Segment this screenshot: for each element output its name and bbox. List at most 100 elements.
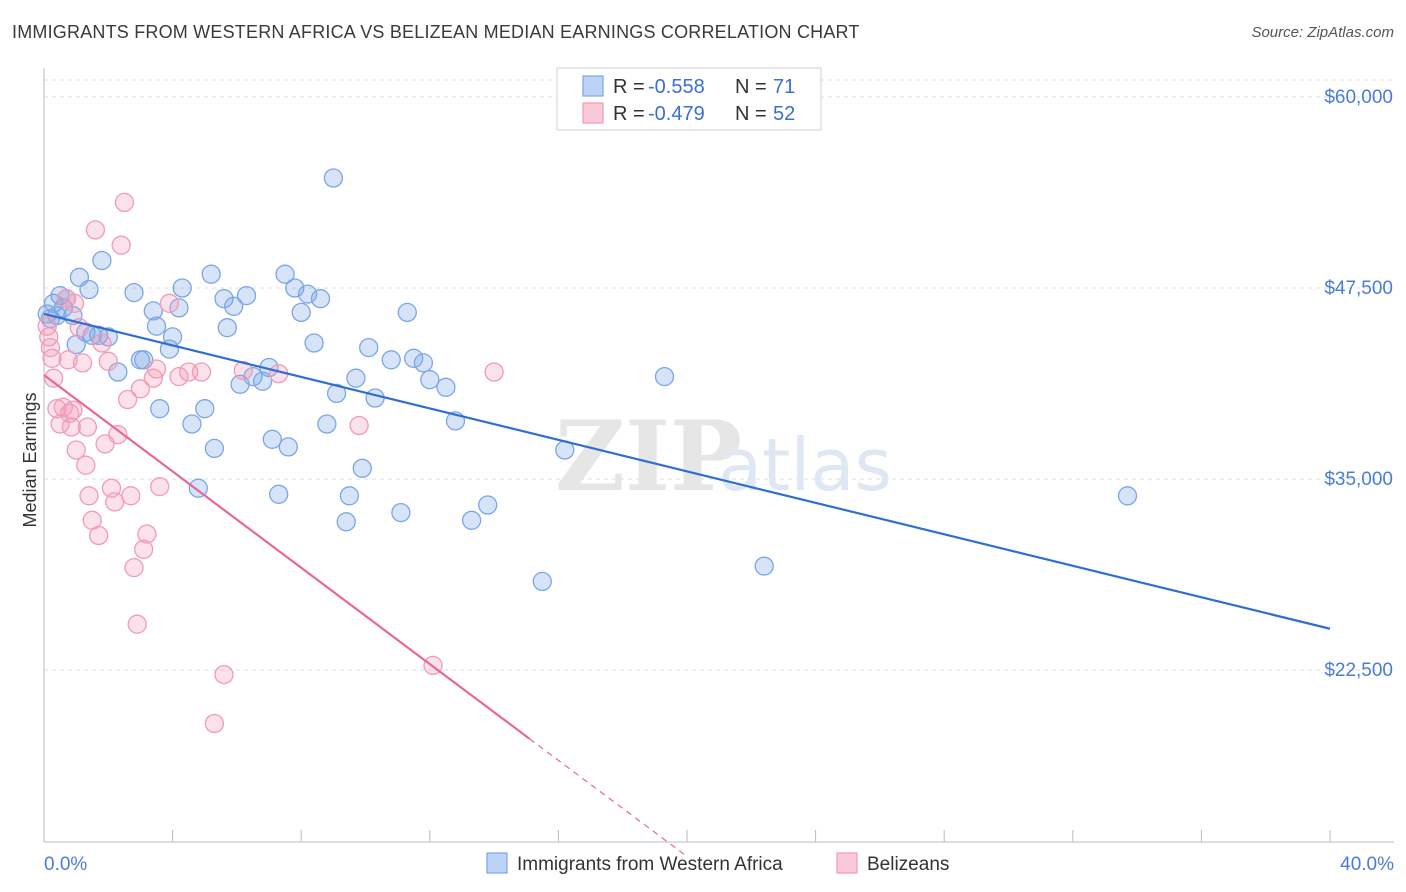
- trend-line-western-africa: [43, 312, 1331, 630]
- point-belizean-39: [146, 359, 167, 379]
- point-western-africa-68: [532, 571, 552, 592]
- point-belizean-16: [72, 353, 93, 373]
- point-western-africa-42: [275, 264, 295, 284]
- point-western-africa-40: [262, 429, 282, 449]
- point-western-africa-71: [754, 556, 774, 576]
- point-western-africa-50: [323, 168, 344, 188]
- point-belizean-45: [204, 713, 225, 734]
- point-western-africa-63: [420, 370, 440, 390]
- legend-swatch-western-africa: [582, 75, 604, 97]
- y-tick-label-2: $47,500: [1324, 278, 1393, 299]
- bottom-legend-label-western-africa: Immigrants from Western Africa: [517, 854, 783, 875]
- point-belizean-25: [98, 351, 118, 371]
- point-belizean-40: [150, 476, 170, 497]
- y-tick-label-1: $35,000: [1324, 469, 1393, 490]
- bottom-legend-label-belizeans: Belizeans: [867, 854, 949, 875]
- legend-n-label-0: N =: [735, 76, 767, 98]
- point-western-africa-45: [291, 302, 311, 323]
- watermark-zip: ZIP: [555, 400, 742, 513]
- point-belizean-44: [191, 362, 212, 382]
- legend-top: R = -0.558 N = 71 R = -0.479 N = 52: [556, 67, 822, 131]
- series-western-africa-points: [37, 168, 1138, 592]
- point-western-africa-37: [243, 366, 263, 387]
- point-belizean-36: [134, 539, 154, 559]
- point-western-africa-62: [413, 353, 434, 373]
- legend-swatch-belizeans: [582, 102, 604, 124]
- point-belizean-13: [64, 293, 85, 313]
- point-belizean-3: [42, 348, 62, 368]
- point-western-africa-66: [461, 510, 482, 530]
- point-western-africa-26: [172, 278, 192, 298]
- x-ticks: [43, 830, 1331, 842]
- point-western-africa-58: [381, 350, 401, 370]
- legend-r-value-1: -0.479: [648, 103, 705, 125]
- y-axis-title: Median Earnings: [20, 392, 40, 527]
- point-western-africa-22: [150, 399, 170, 419]
- y-tick-label-3: $60,000: [1324, 87, 1393, 108]
- point-western-africa-29: [195, 399, 215, 419]
- point-western-africa-31: [204, 438, 225, 459]
- bottom-legend-swatch-western-africa: [486, 852, 508, 874]
- point-western-africa-25: [169, 298, 189, 318]
- point-western-africa-33: [217, 318, 237, 338]
- series-belizeans-points: [37, 192, 504, 734]
- x-tick-label-max: 40.0%: [1340, 854, 1394, 875]
- point-belizean-42: [169, 366, 189, 387]
- legend-bottom: Immigrants from Western Africa Belizeans: [486, 852, 949, 875]
- point-belizean-22: [89, 525, 109, 546]
- bottom-legend-swatch-belizeans: [836, 852, 858, 874]
- point-western-africa-30: [201, 264, 221, 284]
- watermark-atlas: atlas: [718, 423, 892, 507]
- point-western-africa-47: [304, 333, 324, 353]
- point-western-africa-57: [365, 388, 385, 408]
- point-belizean-19: [79, 486, 99, 506]
- point-western-africa-59: [391, 502, 411, 523]
- point-belizean-18: [77, 417, 98, 437]
- point-western-africa-53: [339, 486, 360, 506]
- point-belizean-32: [121, 486, 141, 506]
- point-belizean-11: [61, 417, 81, 437]
- trend-lines: [43, 312, 1331, 857]
- x-tick-label-min: 0.0%: [44, 854, 87, 875]
- point-western-africa-20: [143, 301, 163, 321]
- point-belizean-5: [47, 399, 67, 419]
- point-western-africa-67: [478, 495, 498, 515]
- point-western-africa-17: [124, 282, 144, 303]
- point-western-africa-34: [224, 296, 244, 316]
- point-western-africa-43: [278, 437, 298, 457]
- point-belizean-31: [117, 389, 138, 410]
- point-belizean-12: [63, 400, 83, 420]
- legend-n-value-1: 52: [773, 103, 795, 125]
- point-western-africa-72: [1117, 486, 1138, 506]
- point-western-africa-27: [182, 414, 202, 434]
- point-belizean-23: [92, 333, 112, 353]
- point-western-africa-36: [236, 285, 257, 306]
- point-belizean-28: [108, 425, 128, 445]
- point-belizean-47: [233, 360, 253, 381]
- y-tick-label-0: $22,500: [1324, 660, 1393, 681]
- legend-r-label-0: R =: [613, 76, 645, 98]
- trend-line-belizeans: [43, 374, 531, 740]
- source-label: Source: ZipAtlas.com: [1251, 24, 1394, 41]
- point-western-africa-49: [317, 414, 337, 434]
- point-belizean-37: [137, 524, 157, 544]
- point-western-africa-14: [92, 250, 112, 271]
- point-western-africa-52: [336, 512, 356, 532]
- point-belizean-46: [214, 664, 234, 685]
- point-belizean-34: [127, 614, 147, 634]
- chart-title: IMMIGRANTS FROM WESTERN AFRICA VS BELIZE…: [12, 22, 860, 42]
- point-western-africa-11: [79, 279, 99, 300]
- point-western-africa-56: [359, 337, 379, 358]
- legend-n-label-1: N =: [735, 103, 767, 125]
- trend-line-belizeans-extension: [529, 738, 688, 857]
- point-belizean-30: [114, 192, 135, 213]
- point-belizean-49: [349, 415, 369, 436]
- point-western-africa-32: [214, 289, 234, 309]
- point-belizean-35: [130, 379, 151, 399]
- point-belizean-29: [111, 235, 131, 255]
- point-western-africa-48: [310, 289, 331, 309]
- point-western-africa-55: [352, 458, 372, 478]
- point-western-africa-70: [654, 366, 675, 387]
- point-western-africa-41: [269, 484, 289, 504]
